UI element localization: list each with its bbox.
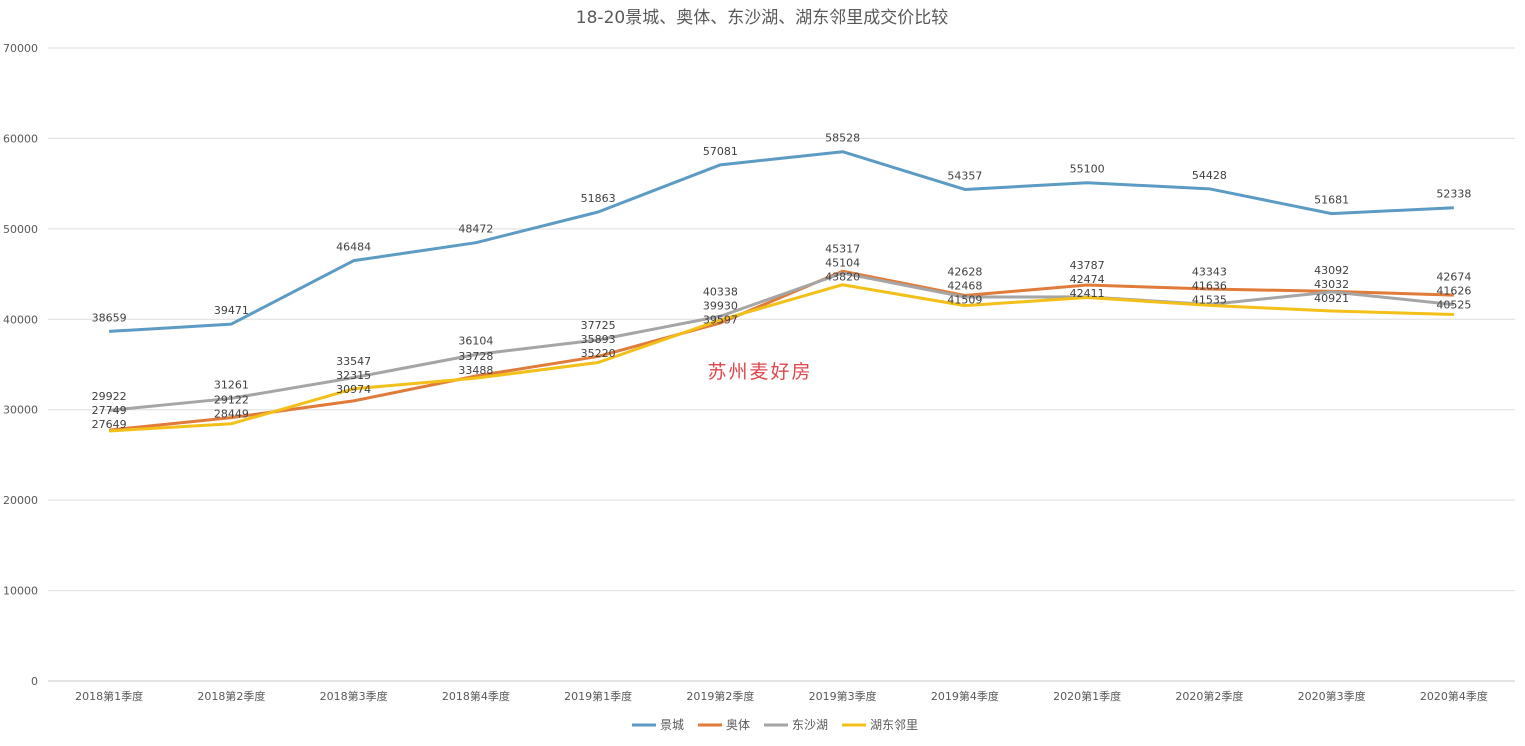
data-label: 37725 — [581, 319, 616, 332]
x-tick-label: 2018第4季度 — [442, 689, 510, 703]
y-tick-label: 10000 — [3, 585, 38, 598]
data-label: 41626 — [1436, 285, 1471, 298]
data-label: 27649 — [92, 418, 127, 431]
data-label: 43092 — [1314, 264, 1349, 277]
legend-label: 东沙湖 — [792, 717, 828, 732]
data-label: 33488 — [458, 364, 493, 377]
y-tick-label: 0 — [31, 675, 38, 688]
y-tick-label: 60000 — [3, 132, 38, 145]
data-label: 32315 — [336, 369, 371, 382]
data-label: 43032 — [1314, 278, 1349, 291]
y-tick-label: 40000 — [3, 313, 38, 326]
data-label: 42468 — [947, 279, 982, 292]
data-label: 51681 — [1314, 194, 1349, 207]
data-label: 48472 — [458, 223, 493, 236]
data-label: 30974 — [336, 383, 371, 396]
y-tick-label: 50000 — [3, 223, 38, 236]
data-label: 29922 — [92, 390, 127, 403]
data-label: 42628 — [947, 265, 982, 278]
data-label: 31261 — [214, 378, 249, 391]
x-tick-label: 2018第2季度 — [197, 689, 265, 703]
data-label: 40525 — [1436, 299, 1471, 312]
data-label: 36104 — [458, 335, 493, 348]
data-label: 39930 — [703, 300, 738, 313]
data-label: 54357 — [947, 169, 982, 182]
y-tick-label: 30000 — [3, 404, 38, 417]
x-tick-label: 2020第1季度 — [1053, 689, 1121, 703]
legend-label: 景城 — [660, 718, 684, 732]
data-label: 43787 — [1070, 259, 1105, 272]
data-label: 58528 — [825, 132, 860, 145]
x-tick-label: 2020第2季度 — [1175, 689, 1243, 703]
data-label: 42674 — [1436, 271, 1471, 284]
x-tick-label: 2019第2季度 — [686, 689, 754, 703]
series-line-1 — [108, 269, 1454, 432]
x-tick-label: 2018第1季度 — [75, 689, 143, 703]
series-line-0 — [109, 150, 1454, 333]
data-label: 40921 — [1314, 292, 1349, 305]
x-tick-label: 2019第1季度 — [564, 689, 632, 703]
data-label: 57081 — [703, 145, 738, 158]
data-label: 28449 — [214, 408, 249, 421]
y-tick-label: 20000 — [3, 494, 38, 507]
data-label: 41535 — [1192, 294, 1227, 307]
series-line-3 — [109, 283, 1454, 433]
data-label: 43820 — [825, 270, 860, 283]
series-line-2 — [108, 271, 1455, 412]
data-label: 43343 — [1192, 266, 1227, 279]
x-tick-label: 2018第3季度 — [320, 689, 388, 703]
data-label: 33728 — [458, 350, 493, 363]
data-label: 46484 — [336, 241, 371, 254]
legend-label: 奥体 — [726, 718, 750, 732]
data-label: 41509 — [947, 293, 982, 306]
data-label: 39471 — [214, 304, 249, 317]
data-label: 35893 — [581, 333, 616, 346]
data-label: 41636 — [1192, 280, 1227, 293]
data-label: 27749 — [92, 404, 127, 417]
data-label: 52338 — [1436, 188, 1471, 201]
x-tick-label: 2019第4季度 — [931, 689, 999, 703]
data-label: 45104 — [825, 256, 860, 269]
data-label: 45317 — [825, 242, 860, 255]
legend-label: 湖东邻里 — [870, 717, 918, 732]
x-tick-label: 2020第4季度 — [1420, 689, 1488, 703]
data-label: 33547 — [336, 355, 371, 368]
data-label: 39597 — [703, 314, 738, 327]
data-label: 38659 — [92, 311, 127, 324]
data-label: 51863 — [581, 192, 616, 205]
data-label: 40338 — [703, 286, 738, 299]
data-label: 42411 — [1070, 287, 1105, 300]
data-label: 54428 — [1192, 169, 1227, 182]
data-label: 29122 — [214, 394, 249, 407]
x-tick-label: 2019第3季度 — [809, 689, 877, 703]
data-label: 55100 — [1070, 163, 1105, 176]
watermark: 苏州麦好房 — [707, 361, 812, 383]
data-label: 35220 — [581, 347, 616, 360]
x-tick-label: 2020第3季度 — [1298, 689, 1366, 703]
data-label: 42474 — [1070, 273, 1105, 286]
y-tick-label: 70000 — [3, 42, 38, 55]
chart-title: 18-20景城、奥体、东沙湖、湖东邻里成交价比较 — [576, 8, 948, 28]
